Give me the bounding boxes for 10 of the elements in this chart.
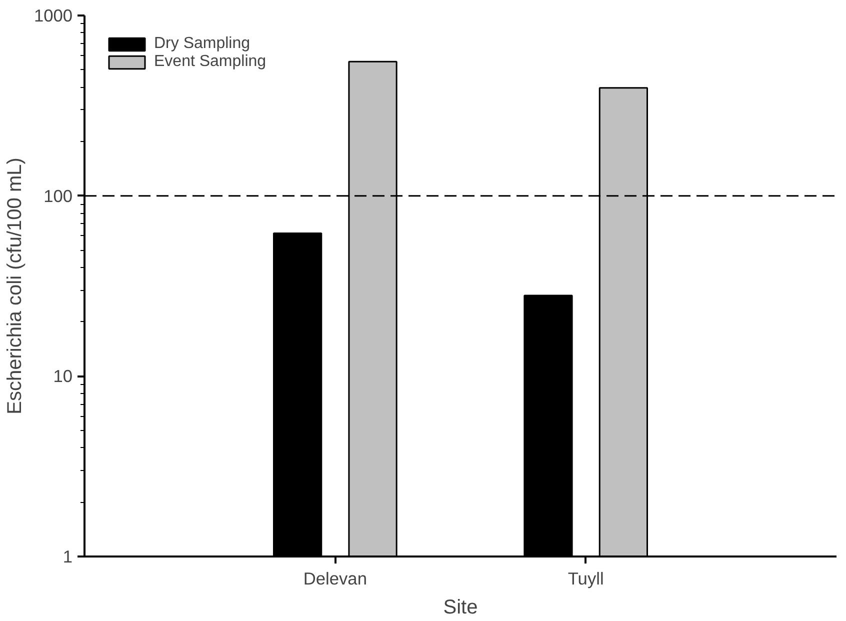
x-tick-label: Tuyll [568,568,604,588]
y-axis-title: Escherichia coli (cfu/100 mL) [4,158,26,414]
y-tick-label: 1000 [34,6,73,26]
legend-label: Dry Sampling [154,35,250,53]
y-tick-label: 100 [44,186,73,206]
legend-label: Event Sampling [154,53,266,71]
x-tick-label: Delevan [303,568,367,588]
y-tick-label: 1 [62,546,73,566]
y-tick-label: 10 [53,366,73,386]
x-axis-title: Site [443,596,478,618]
